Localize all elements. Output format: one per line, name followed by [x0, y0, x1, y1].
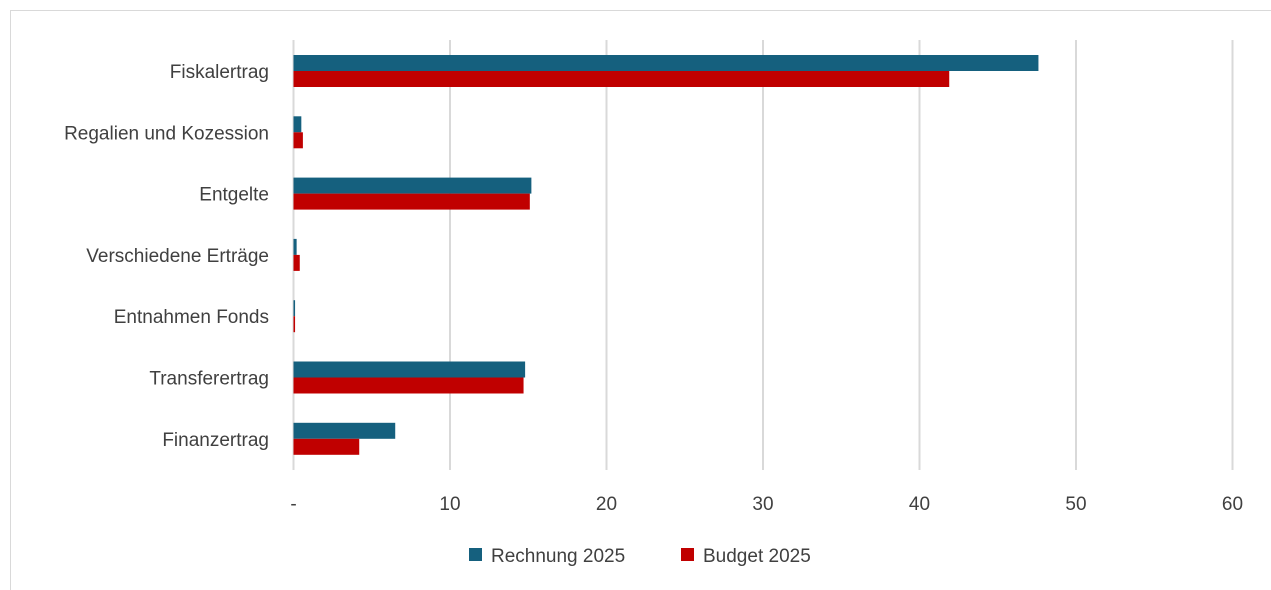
bar-budget [293, 193, 530, 210]
x-tick-label: 20 [596, 494, 617, 515]
legend-label: Rechnung 2025 [491, 546, 625, 567]
bar-budget [293, 438, 360, 455]
category-label: Regalien und Kozession [64, 123, 269, 144]
category-label: Transferertrag [149, 369, 269, 390]
category-label: Entgelte [199, 185, 269, 206]
bar-rechnung [293, 422, 396, 439]
category-label: Finanzertrag [162, 430, 269, 451]
category-label: Fiskalertrag [170, 62, 269, 83]
bar-rechnung [293, 300, 296, 317]
bar-rechnung [293, 177, 532, 194]
bar-rechnung [293, 361, 526, 378]
bar-budget [293, 132, 303, 149]
bar-budget [293, 254, 300, 271]
x-tick-label: 10 [439, 494, 460, 515]
x-tick-label: 30 [752, 494, 773, 515]
bar-rechnung [293, 55, 1039, 71]
category-axis: Fiskalertrag Regalien und Kozession Entgel… [64, 62, 269, 451]
bars [293, 55, 1039, 455]
legend-swatch [681, 548, 694, 561]
x-tick-label: 50 [1065, 494, 1086, 515]
legend-swatch [469, 548, 482, 561]
x-tick-label: 40 [909, 494, 930, 515]
bar-budget [293, 71, 950, 87]
legend-label: Budget 2025 [703, 546, 811, 567]
x-tick-label: - [290, 494, 296, 515]
bar-budget [293, 316, 296, 333]
legend: Rechnung 2025 Budget 2025 [469, 546, 811, 567]
category-label: Entnahmen Fonds [114, 307, 269, 328]
gridlines [292, 40, 1234, 470]
bar-rechnung [293, 238, 297, 255]
bar-rechnung [293, 116, 302, 133]
bar-budget [293, 377, 524, 394]
category-label: Verschiedene Erträge [86, 246, 269, 267]
chart-frame [10, 10, 1271, 590]
x-tick-label: 60 [1222, 494, 1243, 515]
value-axis: - 10 20 30 40 50 60 [290, 494, 1243, 515]
